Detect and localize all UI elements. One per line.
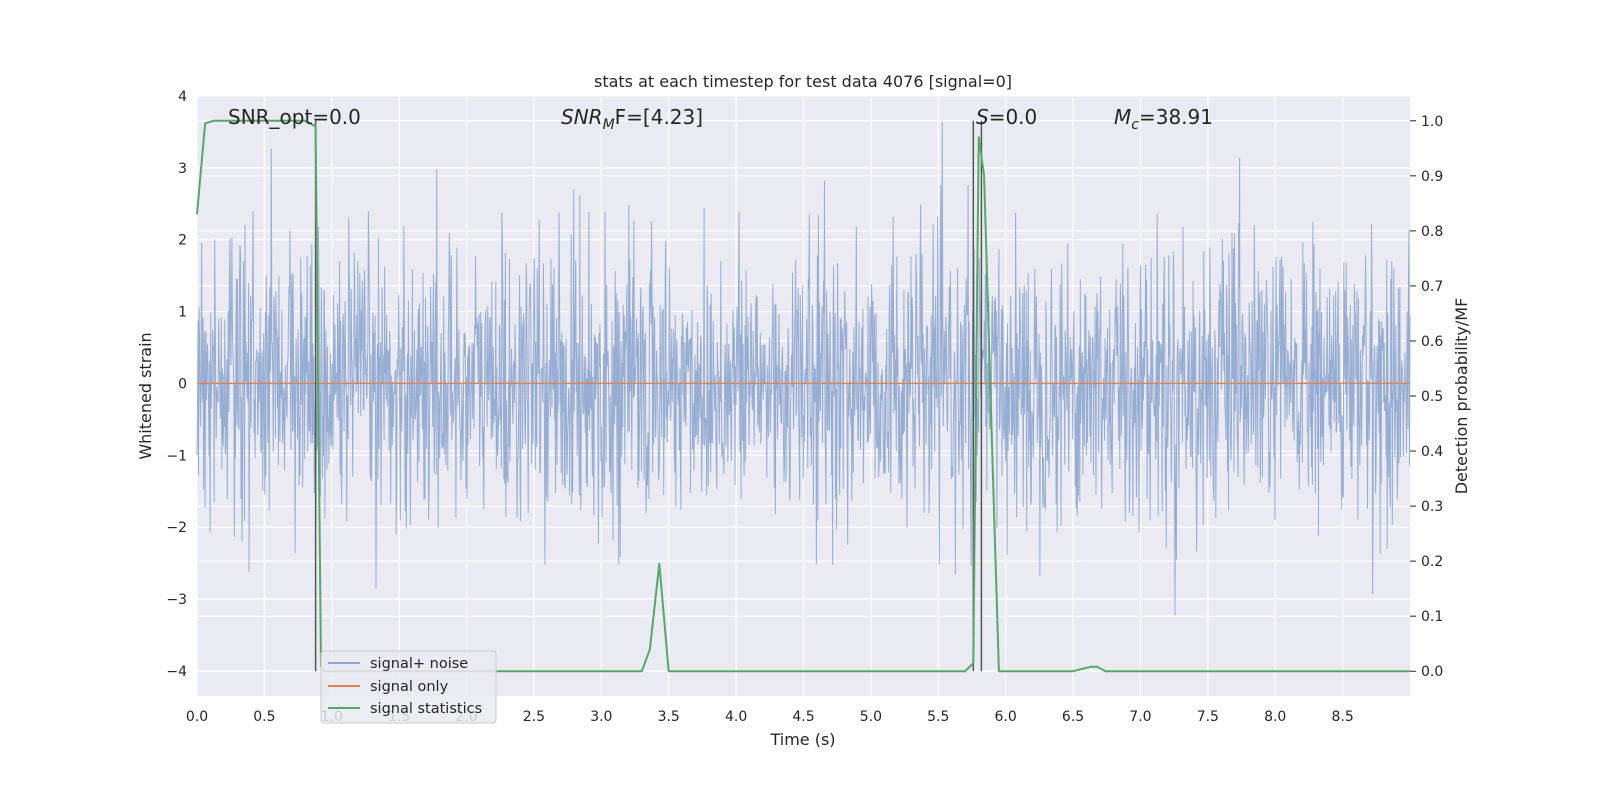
y-axis-right-label: Detection probability/MF [1452, 298, 1471, 495]
legend-label-signal-statistics: signal statistics [370, 701, 482, 717]
legend-label-signal-only: signal only [370, 679, 449, 695]
grid-lines [196, 95, 1410, 696]
series-signal-statistics [196, 119, 1410, 673]
y-left-tick-label: −2 [166, 520, 187, 536]
y-right-tick-label: 0.9 [1421, 169, 1443, 185]
x-tick-label: 3.5 [658, 709, 680, 725]
annotation-s-label: S [976, 105, 989, 129]
signal-noise-line [196, 122, 1411, 616]
y-left-tick-label: −3 [166, 592, 187, 608]
x-tick-label: 4.5 [792, 709, 814, 725]
y-left-tick-label: −4 [166, 664, 187, 680]
y-right-tick-label: 0.3 [1421, 499, 1443, 515]
annotation-snr-mf: SNRMF=[4.23] [561, 105, 703, 133]
x-tick-label: 0.0 [186, 709, 208, 725]
y-left-tick-label: 1 [178, 305, 187, 321]
y-right-tick-label: 0.5 [1421, 389, 1443, 405]
x-tick-label: 7.0 [1129, 709, 1151, 725]
y-left-tick-label: 3 [178, 161, 187, 177]
x-tick-label: 3.0 [590, 709, 612, 725]
y-right-tick-label: 0.8 [1421, 224, 1443, 240]
annotation-mc-label: M [1114, 105, 1131, 129]
x-tick-label: 0.5 [253, 709, 275, 725]
y-right-tick-label: 0.7 [1421, 279, 1443, 295]
y-left-tick-label: 2 [178, 233, 187, 249]
annotation-mc-rest: =38.91 [1139, 105, 1213, 129]
x-tick-label: 2.5 [523, 709, 545, 725]
x-tick-label: 6.0 [995, 709, 1017, 725]
y-right-tick-label: 0.0 [1421, 664, 1443, 680]
annotation-snr-opt: SNR_opt=0.0 [228, 105, 361, 129]
x-tick-label: 8.0 [1264, 709, 1286, 725]
legend-label-signal-noise: signal+ noise [370, 656, 468, 672]
y-right-tick-label: 1.0 [1421, 114, 1443, 130]
chart-title: stats at each timestep for test data 407… [594, 72, 1012, 91]
y-axis-left-label: Whitened strain [136, 332, 155, 459]
y-left-tick-label: −1 [166, 448, 187, 464]
plot-area [196, 95, 1411, 696]
x-tick-label: 5.0 [860, 709, 882, 725]
signal-statistics-line [196, 119, 1410, 673]
y-right-tick-label: 0.1 [1421, 609, 1443, 625]
annotation-s: S=0.0 [976, 105, 1037, 129]
y-right-tick-label: 0.6 [1421, 334, 1443, 350]
y-axis-right-ticks: 1.0 0.9 0.8 0.7 0.6 0.5 0.4 0.3 0.2 0.1 0.0 [1410, 114, 1443, 680]
y-left-tick-label: 4 [178, 89, 187, 105]
y-right-tick-label: 0.2 [1421, 554, 1443, 570]
x-tick-label: 8.5 [1331, 709, 1353, 725]
x-axis-label: Time (s) [769, 730, 835, 749]
annotation-mc-sub: c [1131, 117, 1139, 133]
annotation-mc: Mc=38.91 [1114, 105, 1213, 133]
legend-box [320, 650, 497, 724]
series-signal-noise [196, 122, 1411, 616]
legend: signal+ noise signal only signal statist… [320, 650, 497, 724]
y-left-tick-label: 0 [178, 376, 187, 392]
y-right-tick-label: 0.4 [1421, 444, 1443, 460]
annotation-snr-mf-rest: F=[4.23] [615, 105, 703, 129]
x-tick-label: 4.0 [725, 709, 747, 725]
x-tick-label: 7.5 [1197, 709, 1219, 725]
x-tick-label: 5.5 [927, 709, 949, 725]
x-tick-label: 6.5 [1062, 709, 1084, 725]
annotation-s-rest: =0.0 [989, 105, 1038, 129]
y-axis-left-ticks: 4 3 2 1 0 −1 −2 −3 −4 [166, 89, 187, 680]
annotation-snr-mf-sub: M [603, 117, 615, 133]
chart-annotations: SNR_opt=0.0 SNRMF=[4.23] S=0.0 Mc=38.91 [228, 105, 1213, 133]
annotation-snr-mf-label: SNR [561, 105, 603, 129]
